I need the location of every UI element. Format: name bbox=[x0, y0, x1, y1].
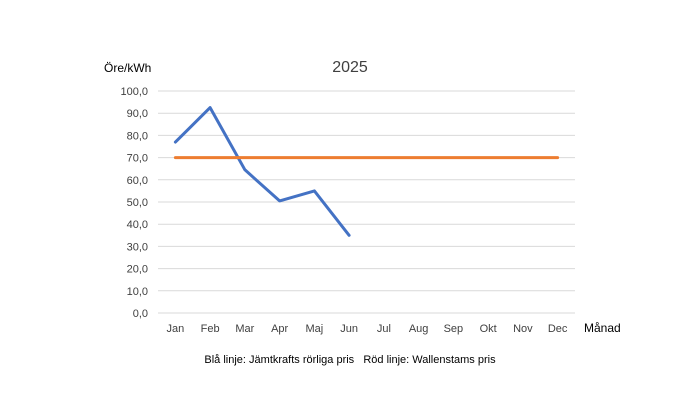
y-tick-label: 100,0 bbox=[120, 86, 148, 98]
y-tick-label: 0,0 bbox=[133, 308, 148, 320]
y-tick-label: 30,0 bbox=[127, 241, 148, 253]
y-tick-label: 70,0 bbox=[127, 153, 148, 165]
y-tick-labels: 0,0 10,0 20,0 30,0 40,0 50,0 60,0 70,0 80,0 90,0 1… bbox=[120, 86, 148, 320]
x-tick-label: Nov bbox=[513, 323, 533, 335]
x-tick-label: Jan bbox=[167, 323, 185, 335]
x-tick-label: Okt bbox=[480, 323, 497, 335]
y-tick-label: 90,0 bbox=[127, 108, 148, 120]
x-tick-label: Sep bbox=[444, 323, 464, 335]
y-tick-label: 40,0 bbox=[127, 219, 148, 231]
y-tick-label: 10,0 bbox=[127, 286, 148, 298]
gridlines bbox=[158, 90, 575, 314]
x-tick-label: Apr bbox=[271, 323, 288, 335]
y-tick-label: 60,0 bbox=[127, 175, 148, 187]
x-tick-label: Feb bbox=[201, 323, 220, 335]
x-tick-label: Maj bbox=[306, 323, 324, 335]
y-tick-label: 80,0 bbox=[127, 130, 148, 142]
x-axis-title: Månad bbox=[584, 321, 621, 335]
x-tick-label: Mar bbox=[235, 323, 254, 335]
series-line-1 bbox=[173, 106, 351, 237]
x-tick-label: Jul bbox=[377, 323, 391, 335]
y-tick-label: 20,0 bbox=[127, 264, 148, 276]
x-tick-label: Dec bbox=[548, 323, 568, 335]
x-tick-labels: Jan Feb Mar Apr Maj Jun Jul Aug Sep Okt Nov Dec bbox=[167, 323, 568, 335]
chart-caption: Blå linje: Jämtkrafts rörliga pris Röd l… bbox=[204, 354, 496, 366]
y-axis-title: Öre/kWh bbox=[104, 61, 151, 75]
x-tick-label: Jun bbox=[340, 323, 358, 335]
chart-title: 2025 bbox=[332, 59, 368, 76]
x-tick-label: Aug bbox=[409, 323, 429, 335]
y-tick-label: 50,0 bbox=[127, 197, 148, 209]
series-lines bbox=[173, 106, 560, 237]
